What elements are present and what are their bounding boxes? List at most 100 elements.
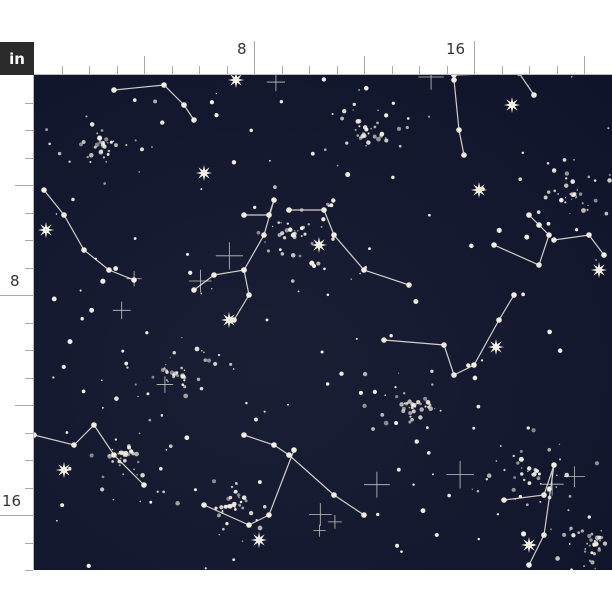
star-dot <box>339 371 344 376</box>
star-dot <box>516 461 520 465</box>
constellation-star <box>211 272 217 278</box>
star-dot <box>175 371 179 374</box>
star-dot <box>296 229 299 232</box>
star-dot <box>568 543 571 545</box>
star-dot <box>298 254 302 258</box>
twinkle-star-icon <box>564 466 585 488</box>
star-dot <box>89 453 94 458</box>
star-dot <box>583 550 587 553</box>
star-dot <box>564 183 569 188</box>
star-dot <box>562 532 567 537</box>
star-dot <box>395 395 399 399</box>
star-burst-icon <box>56 462 72 478</box>
star-dot <box>234 508 237 511</box>
star-dot <box>547 447 552 452</box>
constellation-star <box>106 267 112 273</box>
ruler-tick <box>226 66 228 74</box>
star-dot <box>358 136 363 141</box>
star-dot <box>430 369 434 373</box>
star-burst-icon <box>488 339 504 355</box>
star-dot <box>365 145 367 147</box>
star-dot <box>595 259 597 261</box>
star-dot <box>573 158 575 161</box>
star-dot <box>543 195 548 200</box>
star-dot <box>513 476 517 479</box>
star-dot <box>557 193 559 195</box>
star-dot <box>587 204 589 207</box>
star-dot <box>533 467 537 472</box>
constellation-star <box>201 502 207 508</box>
star-dot <box>96 132 99 135</box>
top-ruler: 8 16 <box>34 40 612 75</box>
star-dot <box>396 126 402 131</box>
star-dot <box>486 473 492 478</box>
constellation-star <box>526 562 532 568</box>
star-dot <box>391 175 395 180</box>
constellation-star <box>511 292 517 298</box>
star-dot <box>565 196 567 199</box>
star-dot <box>213 361 218 366</box>
star-dot <box>280 222 282 224</box>
star-dot <box>416 402 418 405</box>
star-dot <box>383 420 389 426</box>
star-dot <box>203 358 208 362</box>
star-dot <box>183 385 187 389</box>
star-dot <box>227 504 233 509</box>
star-dot <box>377 109 379 112</box>
star-dot <box>209 100 215 105</box>
constellation-star <box>451 372 457 378</box>
ruler-tick <box>254 41 255 74</box>
star-dot <box>253 205 257 210</box>
constellation-star <box>261 232 267 238</box>
star-dot <box>199 386 204 391</box>
star-dot <box>355 337 358 340</box>
star-dot <box>293 229 296 232</box>
star-dot <box>578 192 583 196</box>
star-dot <box>511 487 516 492</box>
star-dot <box>594 535 600 541</box>
star-dot <box>411 409 416 414</box>
star-dot <box>384 113 389 118</box>
constellation-star <box>241 267 247 273</box>
star-dot <box>569 213 571 215</box>
constellation-star <box>181 102 187 108</box>
twinkle-star-icon <box>112 301 131 320</box>
star-dot <box>111 460 115 463</box>
star-dot <box>398 144 402 148</box>
star-dot <box>581 202 584 205</box>
star-dot <box>602 541 608 546</box>
star-dot <box>524 234 530 240</box>
star-dot <box>287 227 293 232</box>
unit-toggle-button[interactable]: in <box>0 42 34 75</box>
star-burst-icon <box>196 165 212 181</box>
star-dot <box>128 449 134 454</box>
star-dot <box>575 197 577 199</box>
star-dot <box>148 418 152 422</box>
star-dot <box>239 500 243 504</box>
star-dot <box>71 197 75 202</box>
constellation-star <box>111 87 117 93</box>
ruler-tick <box>25 570 33 571</box>
star-dot <box>244 499 248 503</box>
star-dot <box>257 525 263 531</box>
star-dot <box>321 77 327 82</box>
star-dot <box>107 142 109 144</box>
star-dot <box>134 139 137 142</box>
star-dot <box>264 241 266 243</box>
star-dot <box>312 264 317 268</box>
star-dot <box>373 125 377 129</box>
star-dot <box>607 178 612 183</box>
star-dot <box>102 156 106 159</box>
constellation-star <box>551 462 557 468</box>
constellation-star <box>491 242 497 248</box>
star-dot <box>109 140 113 144</box>
star-dot <box>45 128 49 132</box>
constellation-star <box>526 212 532 218</box>
star-dot <box>539 500 542 503</box>
star-dot <box>245 401 248 405</box>
star-dot <box>114 143 118 148</box>
star-dot <box>133 468 135 471</box>
star-dot <box>89 161 92 164</box>
star-dot <box>496 227 502 233</box>
star-dot <box>562 158 567 162</box>
